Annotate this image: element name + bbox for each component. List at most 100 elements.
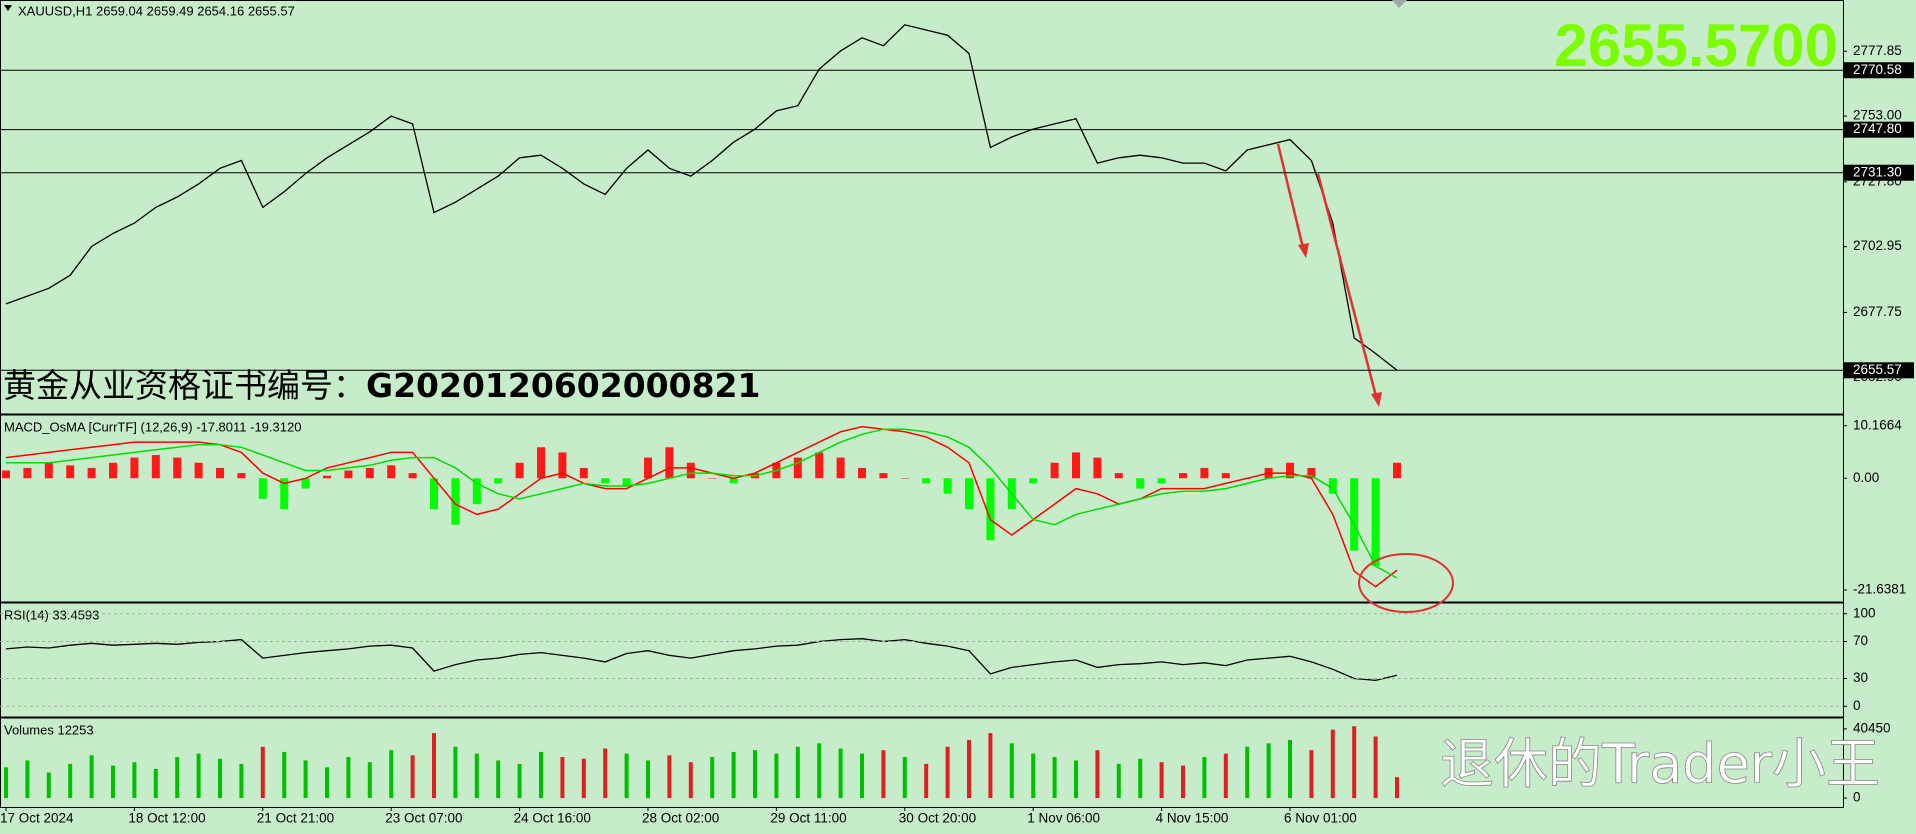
- volume-bar: [924, 763, 929, 799]
- histogram-bar: [943, 478, 952, 494]
- arrow-head: [1298, 243, 1309, 258]
- histogram-bar: [708, 478, 717, 479]
- histogram-bar: [1050, 462, 1059, 479]
- histogram-bar: [686, 462, 695, 479]
- volume-bar: [731, 751, 736, 799]
- price-level-box: [1844, 121, 1914, 138]
- y-tick-label: 2677.75: [1853, 304, 1902, 319]
- histogram-bar: [66, 465, 75, 479]
- volume-bar: [46, 772, 51, 799]
- volume-bar: [624, 753, 629, 799]
- volume-bar: [474, 753, 479, 799]
- volume-bar: [1138, 758, 1143, 799]
- x-tick-label: 17 Oct 2024: [0, 811, 74, 826]
- macd-line: [6, 428, 1398, 579]
- volume-bar: [710, 757, 715, 799]
- volume-bar: [945, 746, 950, 799]
- volume-bar: [688, 762, 693, 799]
- histogram-bar: [216, 467, 224, 479]
- bid-display: 2655.5700: [1554, 12, 1838, 79]
- histogram-bar: [922, 478, 931, 484]
- histogram-bar: [900, 478, 909, 479]
- x-tick-label: 1 Nov 06:00: [1027, 811, 1100, 826]
- highlight-circle: [1358, 553, 1454, 613]
- price-level-label: 2655.57: [1853, 362, 1902, 377]
- volume-bar: [881, 750, 886, 799]
- histogram-bar: [1200, 467, 1209, 479]
- histogram-bar: [151, 455, 160, 479]
- volume-bar: [432, 733, 436, 799]
- panel-title: MACD_OsMA [CurrTF] (12,26,9) -17.8011 -1…: [4, 419, 301, 434]
- license-label: 黄金从业资格证书编号：: [3, 366, 366, 405]
- histogram-bar: [879, 473, 888, 479]
- x-tick-label: 6 Nov 01:00: [1284, 811, 1357, 826]
- histogram-bar: [237, 473, 246, 479]
- histogram-bar: [44, 462, 53, 479]
- y-tick-label: 2702.95: [1853, 238, 1902, 253]
- volume-bar: [1373, 736, 1378, 799]
- volume-bar: [967, 739, 971, 799]
- volume-bar: [1245, 746, 1250, 799]
- histogram-bar: [1371, 478, 1380, 567]
- y-tick-label: 0.00: [1853, 470, 1879, 485]
- volume-bar: [667, 755, 672, 799]
- histogram-bar: [622, 478, 631, 487]
- x-tick-label: 29 Oct 11:00: [770, 811, 846, 826]
- volume-bar: [753, 750, 757, 799]
- y-tick-label: 70: [1853, 633, 1868, 648]
- histogram-bar: [729, 478, 738, 484]
- panel-title: RSI(14) 33.4593: [4, 607, 99, 622]
- histogram-bar: [1307, 467, 1316, 479]
- volume-bar: [795, 746, 800, 799]
- x-tick-label: 21 Oct 21:00: [257, 811, 334, 826]
- histogram-bar: [23, 467, 32, 479]
- histogram-bar: [323, 475, 331, 479]
- histogram-bar: [1393, 462, 1401, 479]
- histogram-bar: [965, 478, 973, 510]
- plot-frame: [0, 0, 1844, 808]
- histogram-bar: [537, 447, 545, 479]
- volume-bar: [1052, 757, 1057, 799]
- histogram-bar: [1328, 478, 1337, 494]
- volume-bar: [1266, 743, 1271, 799]
- histogram-bar: [815, 452, 824, 479]
- license-id: G2020120602000821: [366, 366, 760, 405]
- volume-bar: [89, 755, 94, 799]
- volume-bar: [646, 760, 650, 799]
- scroll-marker: [1392, 0, 1407, 8]
- volume-bar: [1223, 753, 1228, 799]
- y-tick-label: 10.1664: [1853, 417, 1902, 432]
- x-tick-label: 4 Nov 15:00: [1156, 811, 1229, 826]
- volume-bar: [4, 767, 8, 799]
- macd-line: [5, 425, 1398, 588]
- histogram-bar: [451, 478, 460, 525]
- volume-bar: [132, 762, 137, 799]
- volume-bar: [902, 757, 907, 799]
- volume-bar: [1202, 757, 1207, 799]
- histogram-bar: [109, 462, 117, 479]
- histogram-bar: [173, 457, 182, 479]
- volume-bar: [196, 753, 201, 799]
- volume-bar: [603, 748, 608, 799]
- volume-bar: [517, 763, 522, 799]
- volume-bar: [1352, 726, 1357, 799]
- x-tick-label: 23 Oct 07:00: [385, 811, 462, 826]
- volume-bar: [453, 746, 458, 799]
- volume-bar: [838, 748, 843, 799]
- volume-bar: [346, 757, 351, 799]
- histogram-bar: [1221, 473, 1230, 479]
- histogram-bar: [430, 478, 438, 510]
- y-tick-label: 0: [1853, 698, 1861, 713]
- histogram-bar: [1350, 478, 1359, 551]
- watermark-license: 黄金从业资格证书编号：G2020120602000821: [3, 366, 760, 405]
- volume-bar: [153, 769, 158, 799]
- histogram-bar: [1114, 473, 1123, 479]
- volume-bar: [774, 753, 779, 799]
- menu-icon[interactable]: [4, 5, 12, 11]
- volume-bar: [389, 750, 394, 799]
- volume-bar: [218, 758, 222, 799]
- histogram-bar: [130, 457, 139, 479]
- volume-bar: [1116, 763, 1121, 799]
